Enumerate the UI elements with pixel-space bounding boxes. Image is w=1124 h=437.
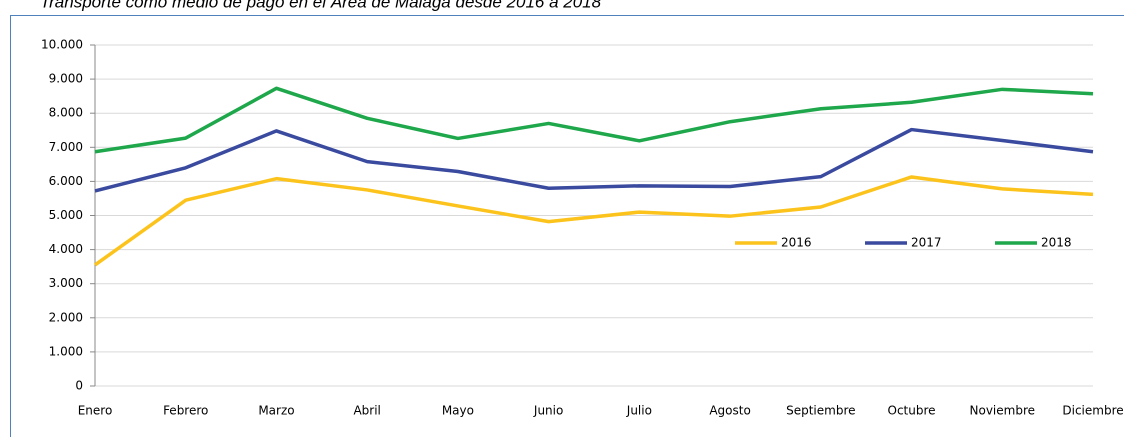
x-tick-label: Diciembre xyxy=(1062,404,1123,418)
y-tick-label: 8.000 xyxy=(49,106,83,120)
series-line xyxy=(94,127,1094,193)
y-tick-label: 6.000 xyxy=(49,174,83,188)
series-line xyxy=(94,86,1094,154)
y-tick-label: 2.000 xyxy=(49,310,83,324)
x-tick-label: Septiembre xyxy=(786,404,855,418)
series-line xyxy=(93,175,1094,267)
x-tick-label: Abril xyxy=(353,404,380,418)
x-tick-label: Mayo xyxy=(442,404,474,418)
chart-title: Transporte como medio de pago en el Área… xyxy=(40,0,602,11)
x-tick-label: Julio xyxy=(626,404,652,418)
x-tick-label: Enero xyxy=(78,404,113,418)
y-tick-label: 0 xyxy=(75,379,83,393)
y-tick-label: 3.000 xyxy=(49,276,83,290)
x-tick-label: Noviembre xyxy=(970,404,1036,418)
chart-frame xyxy=(10,15,1124,437)
y-tick-label: 7.000 xyxy=(49,140,83,154)
legend-label: 2017 xyxy=(911,236,942,250)
x-tick-label: Octubre xyxy=(888,404,936,418)
y-tick-label: 1.000 xyxy=(49,344,83,358)
x-tick-label: Febrero xyxy=(163,404,208,418)
legend-label: 2016 xyxy=(781,236,812,250)
y-tick-label: 4.000 xyxy=(49,242,83,256)
x-tick-label: Marzo xyxy=(258,404,294,418)
y-tick-label: 9.000 xyxy=(49,72,83,86)
legend-label: 2018 xyxy=(1041,236,1072,250)
y-tick-label: 10.000 xyxy=(41,38,83,52)
x-tick-label: Junio xyxy=(533,404,563,418)
y-tick-label: 5.000 xyxy=(49,208,83,222)
x-tick-label: Agosto xyxy=(709,404,750,418)
